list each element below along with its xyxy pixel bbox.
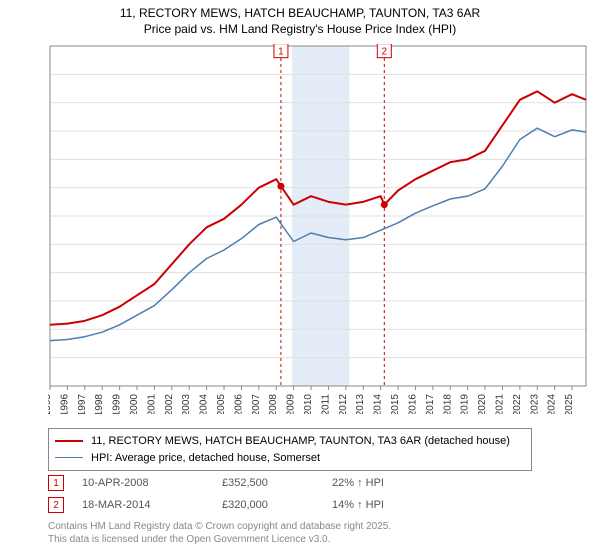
event-pct: 14% ↑ HPI — [332, 499, 432, 511]
legend-item: 11, RECTORY MEWS, HATCH BEAUCHAMP, TAUNT… — [55, 433, 525, 450]
svg-text:2011: 2011 — [320, 394, 331, 414]
svg-text:2020: 2020 — [477, 394, 488, 414]
legend-label: HPI: Average price, detached house, Some… — [91, 450, 320, 467]
svg-text:2000: 2000 — [129, 394, 140, 414]
footer-line2: This data is licensed under the Open Gov… — [48, 533, 391, 546]
svg-text:2004: 2004 — [199, 394, 210, 414]
svg-text:2025: 2025 — [564, 394, 575, 414]
svg-text:2003: 2003 — [181, 394, 192, 414]
chart-container: 11, RECTORY MEWS, HATCH BEAUCHAMP, TAUNT… — [0, 0, 600, 560]
svg-text:1999: 1999 — [112, 394, 123, 414]
svg-text:2005: 2005 — [216, 394, 227, 414]
svg-text:2008: 2008 — [268, 394, 279, 414]
title-line2: Price paid vs. HM Land Registry's House … — [0, 22, 600, 38]
event-price: £320,000 — [222, 499, 332, 511]
legend-swatch — [55, 440, 83, 442]
svg-text:2012: 2012 — [338, 394, 349, 414]
footer-attribution: Contains HM Land Registry data © Crown c… — [48, 520, 391, 546]
event-pct: 22% ↑ HPI — [332, 477, 432, 489]
event-table: 1 10-APR-2008£352,50022% ↑ HPI 2 18-MAR-201… — [48, 472, 432, 516]
legend-item: HPI: Average price, detached house, Some… — [55, 450, 525, 467]
svg-text:2015: 2015 — [390, 394, 401, 414]
svg-text:2022: 2022 — [512, 394, 523, 414]
event-date: 10-APR-2008 — [82, 477, 222, 489]
svg-text:1996: 1996 — [59, 394, 70, 414]
svg-text:2014: 2014 — [373, 394, 384, 414]
svg-text:1998: 1998 — [94, 394, 105, 414]
svg-text:1997: 1997 — [77, 394, 88, 414]
svg-text:2016: 2016 — [407, 394, 418, 414]
event-marker: 2 — [48, 497, 64, 513]
event-row: 1 10-APR-2008£352,50022% ↑ HPI — [48, 472, 432, 494]
footer-line1: Contains HM Land Registry data © Crown c… — [48, 520, 391, 533]
chart-title: 11, RECTORY MEWS, HATCH BEAUCHAMP, TAUNT… — [0, 0, 600, 37]
svg-text:2024: 2024 — [547, 394, 558, 414]
svg-text:2013: 2013 — [355, 394, 366, 414]
svg-text:2023: 2023 — [529, 394, 540, 414]
svg-text:1995: 1995 — [48, 394, 53, 414]
svg-text:2017: 2017 — [425, 394, 436, 414]
svg-text:2009: 2009 — [286, 394, 297, 414]
legend-swatch — [55, 457, 83, 458]
event-date: 18-MAR-2014 — [82, 499, 222, 511]
svg-text:2002: 2002 — [164, 394, 175, 414]
svg-text:2: 2 — [382, 47, 388, 58]
event-price: £352,500 — [222, 477, 332, 489]
title-line1: 11, RECTORY MEWS, HATCH BEAUCHAMP, TAUNT… — [0, 6, 600, 22]
legend: 11, RECTORY MEWS, HATCH BEAUCHAMP, TAUNT… — [48, 428, 532, 471]
svg-text:1: 1 — [278, 47, 284, 58]
event-marker: 1 — [48, 475, 64, 491]
svg-text:2010: 2010 — [303, 394, 314, 414]
svg-text:2006: 2006 — [233, 394, 244, 414]
legend-label: 11, RECTORY MEWS, HATCH BEAUCHAMP, TAUNT… — [91, 433, 510, 450]
svg-text:2018: 2018 — [442, 394, 453, 414]
svg-text:2019: 2019 — [460, 394, 471, 414]
event-row: 2 18-MAR-2014£320,00014% ↑ HPI — [48, 494, 432, 516]
svg-text:2007: 2007 — [251, 394, 262, 414]
line-chart: £0£50K£100K£150K£200K£250K£300K£350K£400… — [48, 44, 588, 414]
svg-text:2021: 2021 — [494, 394, 505, 414]
svg-text:2001: 2001 — [146, 394, 157, 414]
